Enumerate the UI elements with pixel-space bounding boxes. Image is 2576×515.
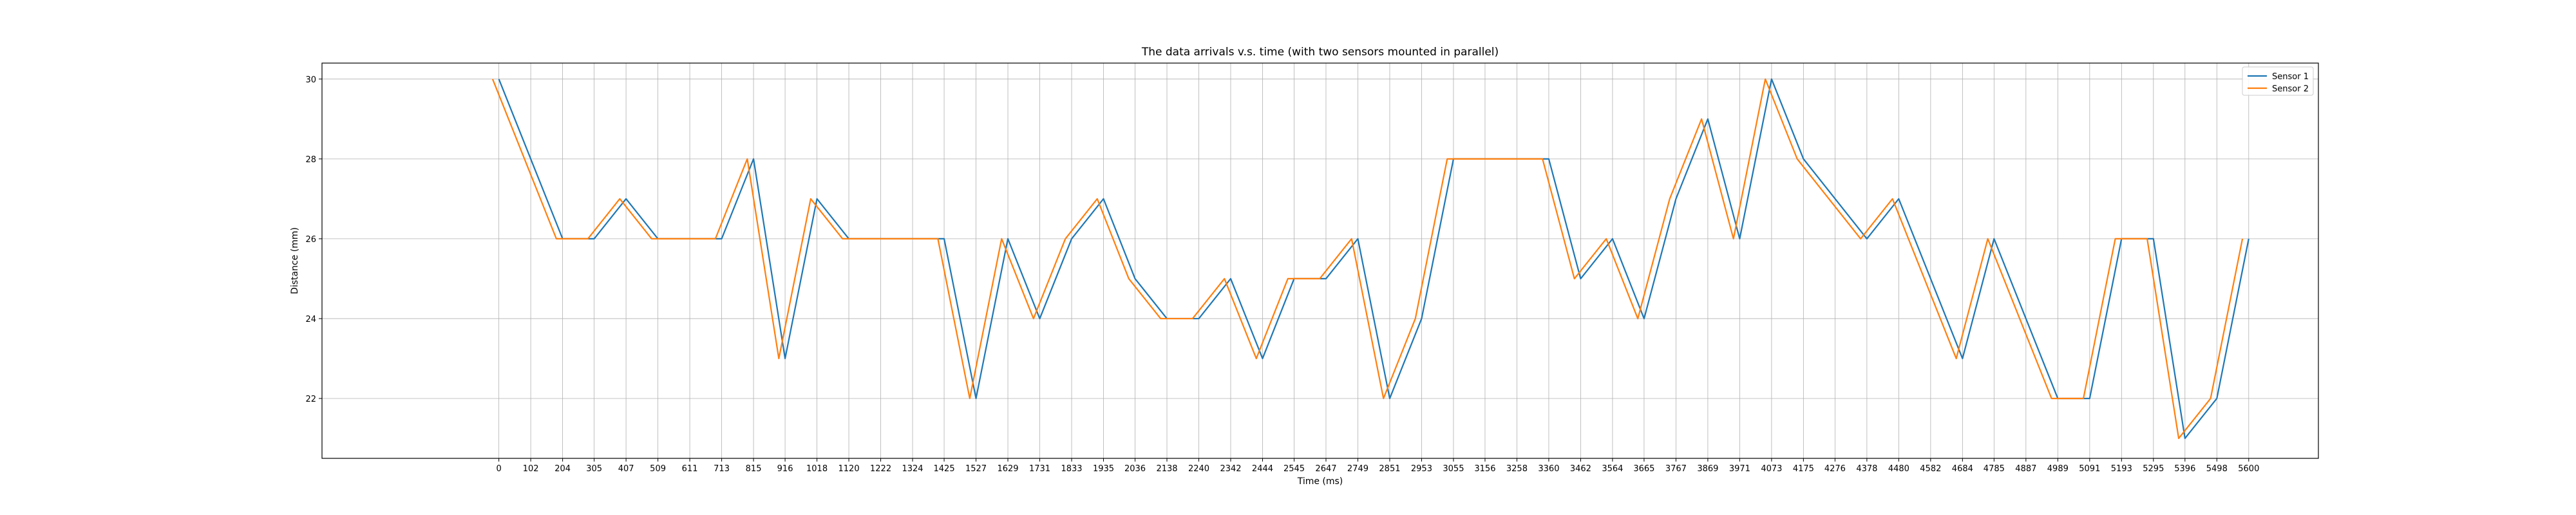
x-tick-label: 1935	[1093, 464, 1114, 474]
plot-lines	[491, 78, 2249, 440]
x-tick-label: 4582	[1920, 464, 1941, 474]
x-tick-label: 2240	[1188, 464, 1209, 474]
y-tick-label: 28	[305, 155, 316, 165]
plot-area-frame	[321, 62, 2319, 459]
x-tick-label: 2444	[1252, 464, 1273, 474]
y-tick-label: 26	[305, 235, 316, 245]
x-tick-label: 3564	[1602, 464, 1623, 474]
x-tick-label: 2342	[1220, 464, 1241, 474]
x-tick-label: 4887	[2015, 464, 2036, 474]
y-tick-label: 24	[305, 315, 316, 324]
x-tick-label: 3869	[1697, 464, 1718, 474]
x-tick-label: 3971	[1729, 464, 1750, 474]
x-tick-label: 5193	[2111, 464, 2132, 474]
legend: Sensor 1 Sensor 2	[2242, 66, 2314, 96]
x-tick-label: 713	[714, 464, 730, 474]
x-tick-label: 4989	[2047, 464, 2069, 474]
x-tick-label: 4276	[1824, 464, 1846, 474]
x-tick-label: 2545	[1283, 464, 1305, 474]
x-tick-label: 2851	[1379, 464, 1400, 474]
x-tick-label: 1833	[1061, 464, 1082, 474]
chart-title: The data arrivals v.s. time (with two se…	[1141, 46, 1499, 59]
x-tick-label: 2953	[1411, 464, 1432, 474]
x-tick-label: 611	[682, 464, 698, 474]
x-tick-label: 509	[650, 464, 666, 474]
x-tick-label: 4785	[1984, 464, 2005, 474]
x-tick-label: 1018	[806, 464, 828, 474]
x-tick-label: 102	[523, 464, 539, 474]
x-tick-label: 3767	[1665, 464, 1687, 474]
y-tick-label: 30	[305, 75, 316, 85]
x-tick-label: 3258	[1506, 464, 1528, 474]
x-axis-ticks: 0 102 204 305 407 509 611 713 815 916 1018 1120 1222…	[496, 458, 2259, 474]
x-tick-label: 2647	[1315, 464, 1336, 474]
x-tick-label: 5498	[2206, 464, 2228, 474]
x-tick-label: 1527	[965, 464, 987, 474]
x-tick-label: 2036	[1124, 464, 1146, 474]
x-tick-label: 1425	[934, 464, 955, 474]
x-tick-label: 4480	[1888, 464, 1909, 474]
x-tick-label: 916	[777, 464, 793, 474]
x-tick-label: 3156	[1474, 464, 1495, 474]
x-tick-label: 5091	[2079, 464, 2100, 474]
x-tick-label: 3360	[1538, 464, 1559, 474]
x-tick-label: 3055	[1443, 464, 1464, 474]
legend-label-sensor-1: Sensor 1	[2272, 72, 2309, 82]
x-tick-label: 305	[586, 464, 602, 474]
grid	[322, 63, 2318, 458]
x-tick-label: 0	[496, 464, 501, 474]
x-tick-label: 5600	[2238, 464, 2259, 474]
x-tick-label: 4378	[1856, 464, 1877, 474]
legend-label-sensor-2: Sensor 2	[2272, 84, 2309, 94]
x-tick-label: 815	[746, 464, 762, 474]
y-tick-label: 22	[305, 395, 316, 404]
x-tick-label: 1120	[838, 464, 860, 474]
x-tick-label: 3665	[1633, 464, 1654, 474]
x-tick-label: 1324	[902, 464, 923, 474]
series-line-sensor-1	[498, 78, 2249, 440]
x-tick-label: 1222	[870, 464, 891, 474]
x-tick-label: 2138	[1156, 464, 1177, 474]
series-line-sensor-2	[491, 78, 2244, 440]
x-tick-label: 5295	[2143, 464, 2164, 474]
x-axis-title: Time (ms)	[1297, 476, 1343, 487]
x-tick-label: 4073	[1761, 464, 1782, 474]
y-axis-ticks: 22 24 26 28 30	[305, 75, 322, 404]
x-tick-label: 204	[554, 464, 571, 474]
x-tick-label: 5396	[2174, 464, 2195, 474]
x-tick-label: 407	[618, 464, 634, 474]
x-tick-label: 4175	[1793, 464, 1814, 474]
x-tick-label: 1629	[997, 464, 1018, 474]
x-tick-label: 2749	[1347, 464, 1368, 474]
x-tick-label: 4684	[1952, 464, 1973, 474]
x-tick-label: 1731	[1029, 464, 1050, 474]
y-axis-title: Distance (mm)	[290, 227, 300, 294]
x-tick-label: 3462	[1570, 464, 1591, 474]
